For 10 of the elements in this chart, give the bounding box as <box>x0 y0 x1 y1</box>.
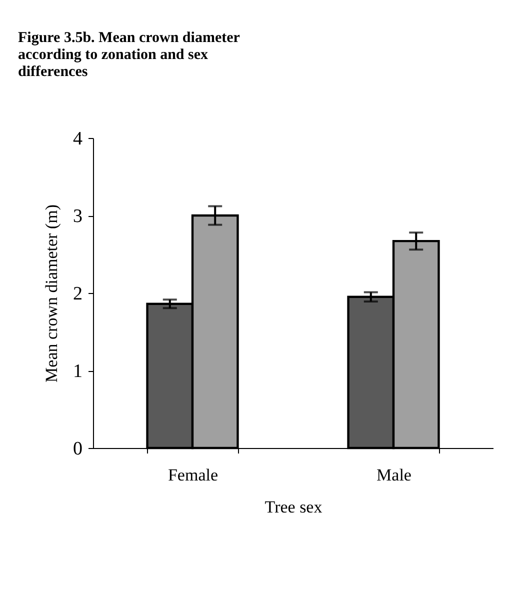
y-axis-title: Mean crown diameter (m) <box>42 204 61 382</box>
y-tick-label: 0 <box>73 438 82 460</box>
y-tick-label: 2 <box>73 284 82 304</box>
y-tick-label: 4 <box>73 128 83 150</box>
chart-title: Figure 3.5b. Mean crown diameter according to zonation and sex differences <box>18 30 240 80</box>
x-axis-title: Tree sex <box>264 498 323 516</box>
x-tick-label: Male <box>376 466 412 484</box>
y-tick-label: 3 <box>73 206 82 227</box>
y-tick-label: 1 <box>73 361 82 382</box>
x-tick-label: Female <box>168 466 218 484</box>
